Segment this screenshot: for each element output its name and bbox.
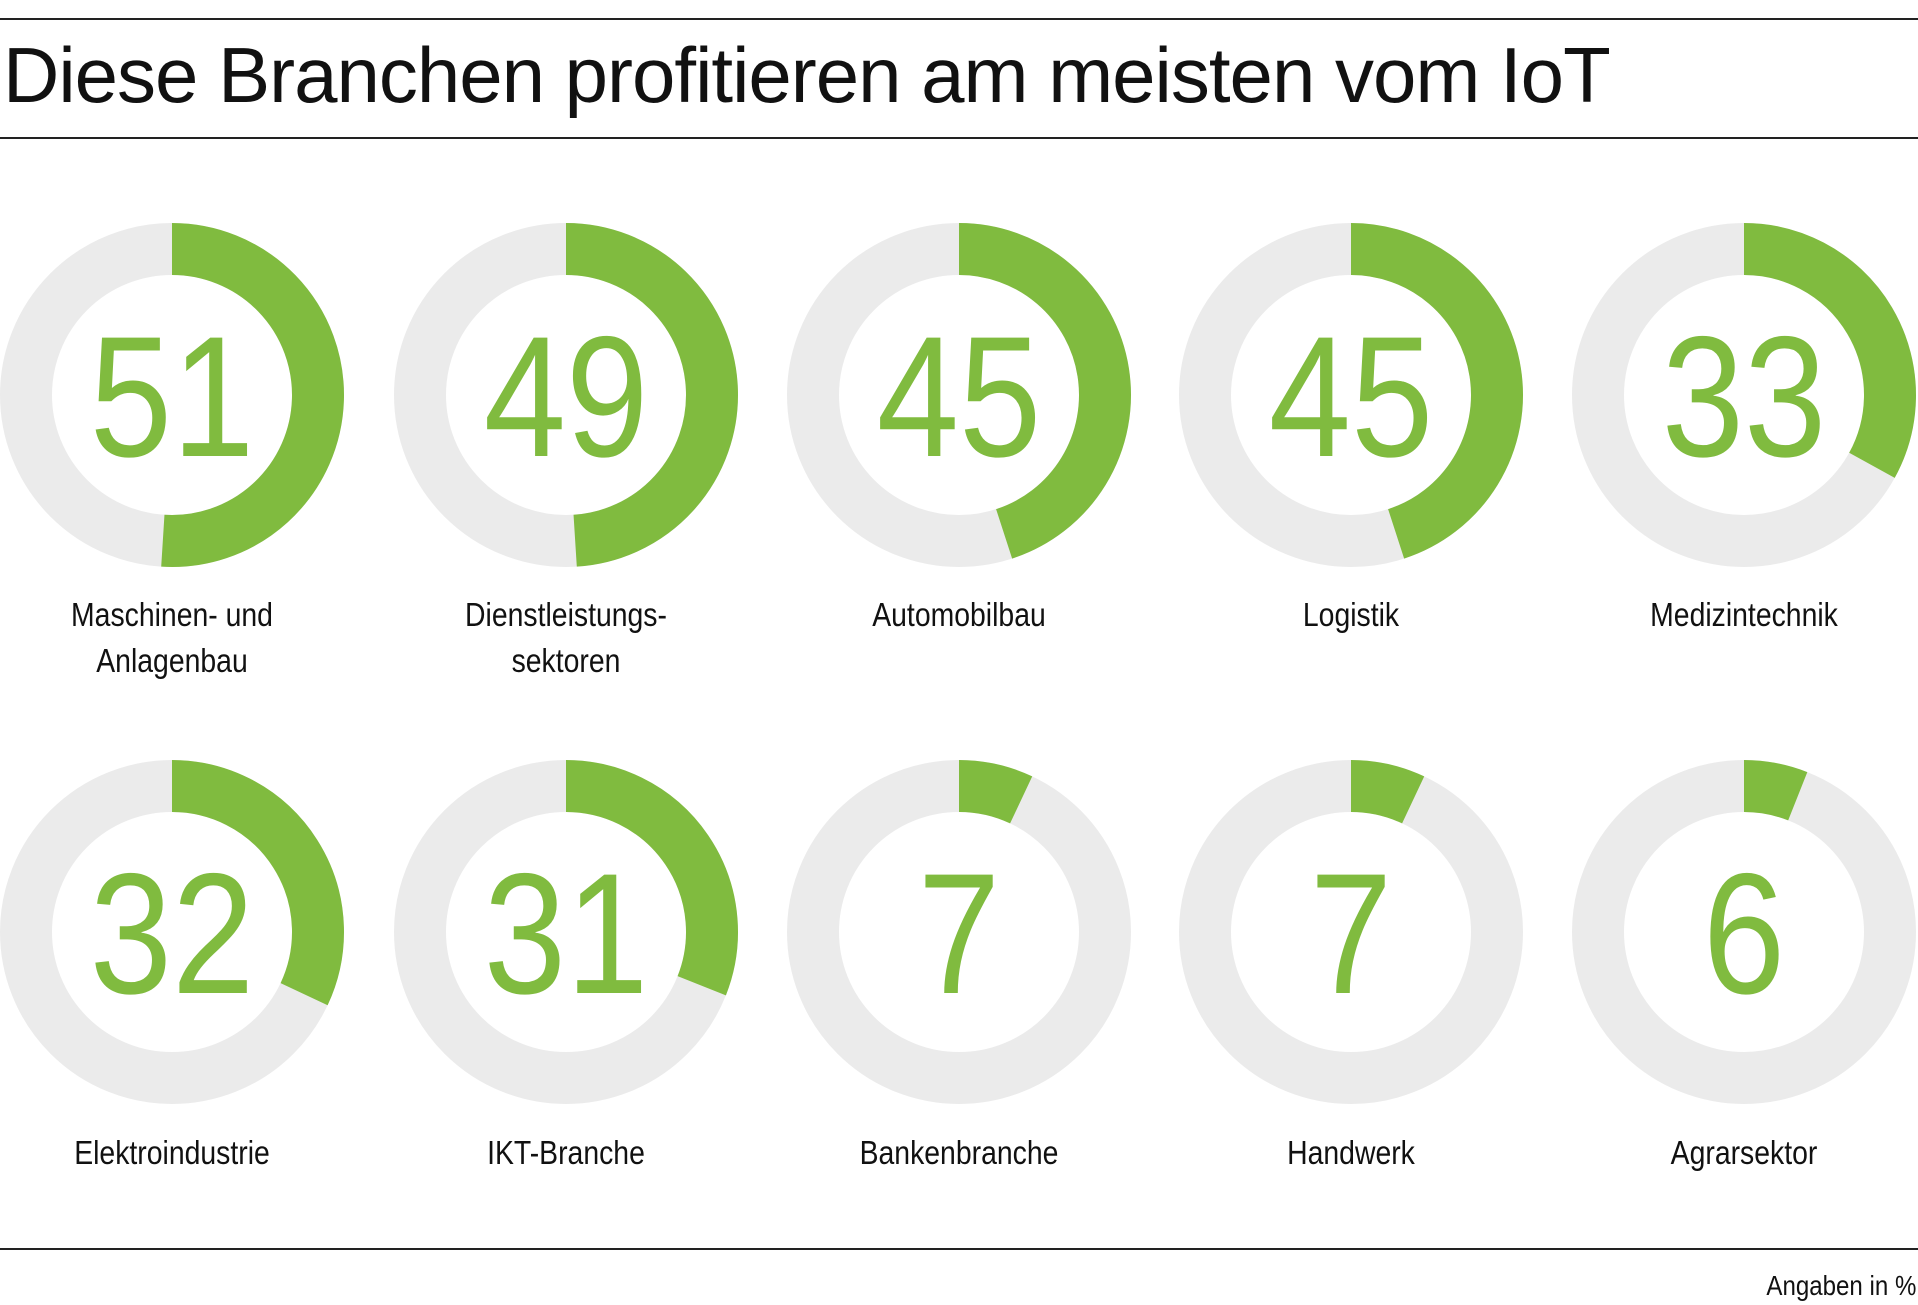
category-label-line: Agrarsektor: [1670, 1134, 1818, 1171]
donut-value-arc: [161, 223, 344, 567]
donut-value-label: 31: [484, 838, 649, 1030]
donut-8: 7: [1179, 760, 1523, 1104]
category-label: Automobilbau: [796, 592, 1123, 638]
unit-note: Angaben in %: [1766, 1270, 1916, 1301]
category-label-line: Medizintechnik: [1650, 596, 1838, 633]
donut-value-label: 32: [90, 838, 255, 1030]
donut-0: 51: [0, 223, 344, 567]
donut-value-arc: [1743, 760, 1808, 821]
donut-3: 45: [1179, 223, 1523, 567]
donut-9: 6: [1572, 760, 1916, 1104]
donut-value-label: 7: [1310, 838, 1392, 1030]
category-label-line: Handwerk: [1287, 1134, 1415, 1171]
donut-7: 7: [787, 760, 1131, 1104]
donut-value-label: 45: [1269, 301, 1434, 493]
donut-6: 31: [394, 760, 738, 1104]
donut-2: 45: [787, 223, 1131, 567]
donut-value-arc: [1350, 223, 1523, 559]
donut-value-label: 33: [1662, 301, 1827, 493]
category-label: IKT-Branche: [403, 1130, 730, 1176]
donut-value-arc: [171, 760, 344, 1006]
category-label: Maschinen- und Anlagenbau: [9, 592, 336, 684]
top-rule: [0, 18, 1918, 20]
donut-value-label: 45: [877, 301, 1042, 493]
category-label-line: Anlagenbau: [96, 642, 248, 679]
category-label-line: Bankenbranche: [859, 1134, 1059, 1171]
donut-1: 49: [394, 223, 738, 567]
category-label: Bankenbranche: [796, 1130, 1123, 1176]
category-label: Handwerk: [1188, 1130, 1515, 1176]
category-label: Elektroindustrie: [9, 1130, 336, 1176]
bottom-rule: [0, 1248, 1918, 1250]
donut-value-label: 6: [1703, 838, 1785, 1030]
donut-value-arc: [958, 760, 1033, 824]
donut-value-arc: [565, 760, 738, 996]
category-label-line: sektoren: [511, 642, 621, 679]
donut-4: 33: [1572, 223, 1916, 567]
category-label-line: Elektroindustrie: [74, 1134, 270, 1171]
donut-5: 32: [0, 760, 344, 1104]
donut-value-label: 49: [484, 301, 649, 493]
donut-value-arc: [958, 223, 1131, 559]
title-rule: [0, 137, 1918, 139]
chart-title: Diese Branchen profitieren am meisten vo…: [3, 31, 1611, 119]
category-label: Dienstleistungs-sektoren: [403, 592, 730, 684]
donut-value-arc: [1350, 760, 1425, 824]
category-label-line: Automobilbau: [872, 596, 1046, 633]
category-label: Logistik: [1188, 592, 1515, 638]
category-label: Medizintechnik: [1581, 592, 1908, 638]
category-label-line: IKT-Branche: [487, 1134, 645, 1171]
category-label: Agrarsektor: [1581, 1130, 1908, 1176]
category-label-line: Maschinen- und: [71, 596, 273, 633]
donut-value-label: 7: [918, 838, 1000, 1030]
donut-value-arc: [565, 223, 738, 567]
donut-value-arc: [1743, 223, 1916, 478]
category-label-line: Dienstleistungs-: [465, 596, 667, 633]
donut-value-label: 51: [90, 301, 255, 493]
category-label-line: Logistik: [1302, 596, 1400, 633]
